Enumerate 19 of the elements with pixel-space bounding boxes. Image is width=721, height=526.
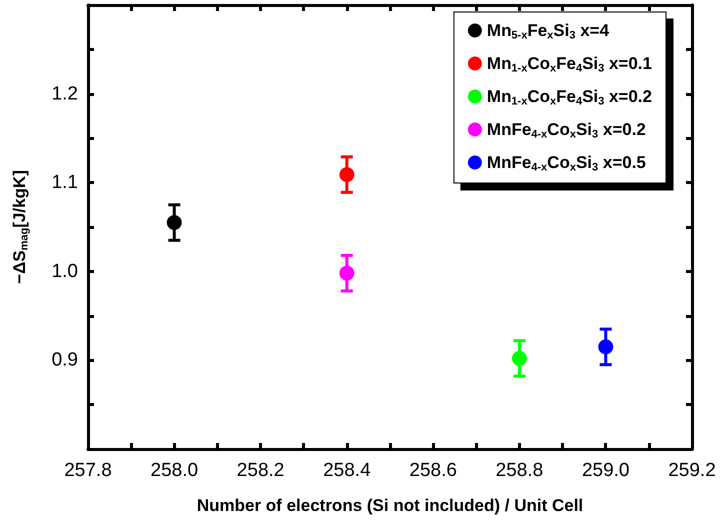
x-tick-label: 259.0 [582,460,630,481]
x-tick-label: 258.8 [496,460,544,481]
x-tick-label: 258.0 [150,460,198,481]
point [166,215,182,230]
point [598,339,614,354]
x-tick-label: 258.6 [409,460,457,481]
y-tick-label: 1.0 [52,260,78,282]
x-tick-label: 257.8 [64,460,112,481]
y-axis-title: −ΔSmag[J/kgK] [10,170,30,284]
x-axis-title: Number of electrons (Si not included) / Unit Cell [196,496,584,515]
y-tick-label: 1.2 [52,83,78,104]
x-tick-label: 259.2 [668,460,716,481]
x-tick-label: 258.4 [323,460,372,481]
x-tick-label: 258.2 [236,460,284,481]
point [512,350,527,366]
point [339,167,354,182]
y-tick-label: 1.1 [52,172,78,194]
point [339,266,354,281]
y-tick-label: 0.9 [52,350,78,371]
